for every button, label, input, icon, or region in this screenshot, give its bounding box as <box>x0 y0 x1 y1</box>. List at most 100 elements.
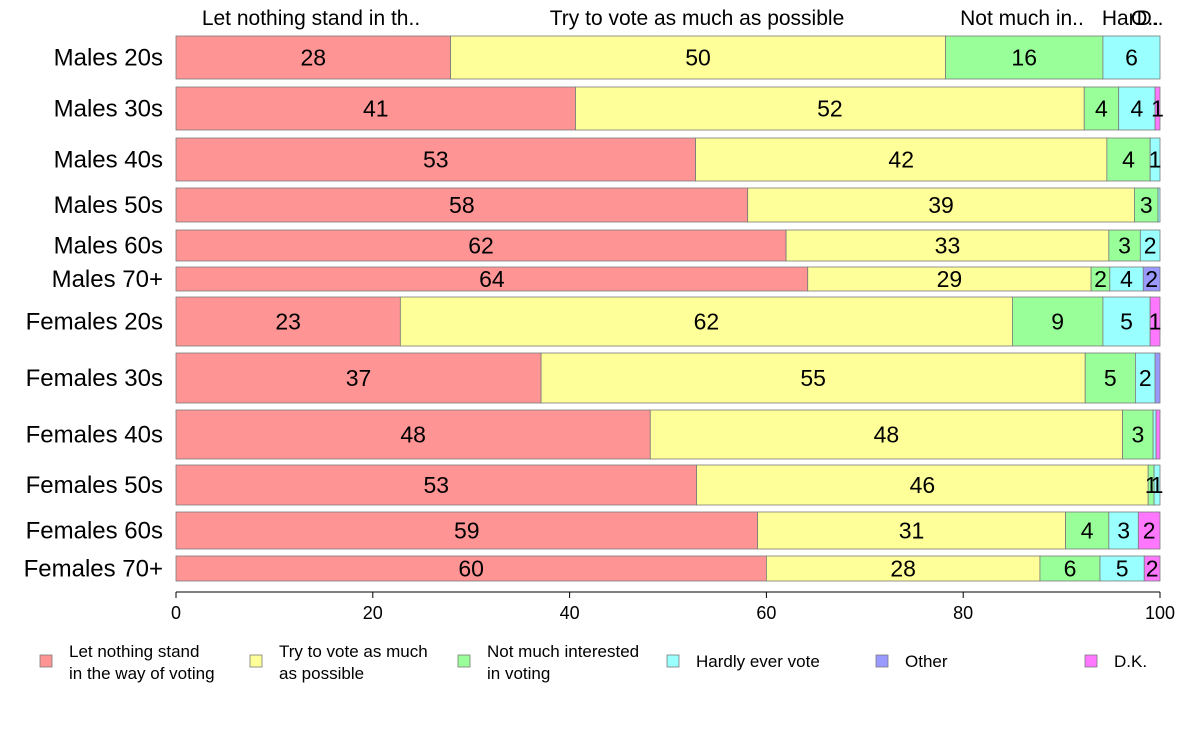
row-label: Females 50s <box>26 472 163 499</box>
bar-segment <box>1106 137 1151 182</box>
legend-label: in voting <box>487 664 550 683</box>
bar-segment <box>695 137 1108 182</box>
bar-segment <box>1155 409 1161 460</box>
legend-label: D.K. <box>1114 652 1147 671</box>
bar-value-label: 48 <box>874 422 900 448</box>
x-tick-label: 80 <box>953 603 973 623</box>
bar-segment <box>1012 296 1104 347</box>
bar-segment <box>175 464 697 506</box>
bar-value-label: 1 <box>1149 309 1162 335</box>
bar-value-label: 1 <box>1151 96 1164 122</box>
bar-segment <box>1149 137 1161 182</box>
top-label: Try to vote as much as possible <box>550 7 845 30</box>
bar-segment <box>1154 352 1161 404</box>
legend-swatch <box>666 654 680 668</box>
bar-value-label: 9 <box>1051 309 1064 335</box>
row-label: Males 20s <box>54 45 163 72</box>
bar-segment <box>1065 511 1110 550</box>
row-label: Males 50s <box>54 192 163 219</box>
legend-swatch <box>1084 654 1098 668</box>
bar-segment <box>540 352 1086 404</box>
row-label: Males 70+ <box>52 266 163 293</box>
bar-segment <box>175 86 576 131</box>
bar-segment <box>1153 464 1161 506</box>
bar-value-label: 53 <box>423 147 449 173</box>
bar-value-label: 28 <box>300 45 326 71</box>
x-tick-label: 40 <box>560 603 580 623</box>
bar-segment <box>1108 511 1139 550</box>
bar-value-label: 29 <box>937 266 963 292</box>
x-tick-label: 100 <box>1145 603 1175 623</box>
bar-value-label: 3 <box>1131 422 1144 448</box>
bar-segment <box>1157 187 1161 223</box>
bar-value-label: 4 <box>1122 147 1135 173</box>
bar-value-label: 16 <box>1011 45 1037 71</box>
legend-label: Hardly ever vote <box>696 652 820 671</box>
bar-value-label: 48 <box>400 422 426 448</box>
bar-segment <box>175 137 696 182</box>
bar-value-label: 53 <box>423 472 449 498</box>
bar-value-label: 4 <box>1130 96 1143 122</box>
bar-value-label: 2 <box>1139 365 1152 391</box>
bar-value-label: 64 <box>479 266 505 292</box>
top-label: Not much in.. <box>960 7 1084 30</box>
bar-segment <box>175 35 451 80</box>
bar-value-label: 1 <box>1149 147 1162 173</box>
bar-value-label: 58 <box>449 192 475 218</box>
legend-label: Let nothing stand <box>69 642 199 661</box>
bar-segment <box>785 229 1110 262</box>
bar-value-label: 62 <box>468 233 494 259</box>
bar-value-label: 3 <box>1117 518 1130 544</box>
bar-segment <box>1137 511 1161 550</box>
bar-value-label: 23 <box>275 309 301 335</box>
x-tick-label: 0 <box>171 603 181 623</box>
x-tick-label: 20 <box>363 603 383 623</box>
bar-segment <box>1142 266 1161 292</box>
bar-value-label: 42 <box>888 147 914 173</box>
bar-segment <box>175 409 651 460</box>
bar-segment <box>1083 86 1120 131</box>
bar-value-label: 41 <box>363 96 389 122</box>
bar-segment <box>1118 86 1156 131</box>
bar-value-label: 28 <box>890 556 916 582</box>
row-label: Males 60s <box>54 233 163 260</box>
bar-value-label: 4 <box>1120 266 1133 292</box>
bar-value-label: 1 <box>1151 472 1164 498</box>
bar-segment <box>1102 296 1151 347</box>
bar-value-label: 39 <box>928 192 954 218</box>
bar-value-label: 4 <box>1095 96 1108 122</box>
legend-swatch <box>457 654 471 668</box>
legend-swatch <box>39 654 53 668</box>
row-label: Females 60s <box>26 518 163 545</box>
bar-value-label: 55 <box>800 365 826 391</box>
bar-segment <box>1154 86 1161 131</box>
bar-segment <box>175 187 749 223</box>
bar-value-label: 2 <box>1146 556 1159 582</box>
bar-value-label: 5 <box>1116 556 1129 582</box>
bar-segment <box>175 266 809 292</box>
bar-segment <box>1108 229 1141 262</box>
x-tick-label: 60 <box>756 603 776 623</box>
bar-value-label: 52 <box>817 96 843 122</box>
row-label: Females 70+ <box>24 556 163 583</box>
row-label: Females 30s <box>26 365 163 392</box>
bar-segment <box>399 296 1013 347</box>
bar-value-label: 46 <box>910 472 936 498</box>
legend-label: in the way of voting <box>69 664 215 683</box>
row-label: Males 30s <box>54 96 163 123</box>
bar-value-label: 62 <box>694 309 720 335</box>
bar-segment <box>1084 352 1136 404</box>
bar-value-label: 2 <box>1145 266 1158 292</box>
bar-segment <box>807 266 1092 292</box>
top-label: D.. <box>1137 7 1164 30</box>
bar-segment <box>696 464 1149 506</box>
bar-value-label: 2 <box>1094 266 1107 292</box>
bar-value-label: 4 <box>1081 518 1094 544</box>
bar-value-label: 5 <box>1104 365 1117 391</box>
legend-label: Not much interested <box>487 642 639 661</box>
bar-segment <box>1122 409 1154 460</box>
bar-value-label: 3 <box>1140 192 1153 218</box>
bar-value-label: 59 <box>454 518 480 544</box>
bar-value-label: 50 <box>685 45 711 71</box>
